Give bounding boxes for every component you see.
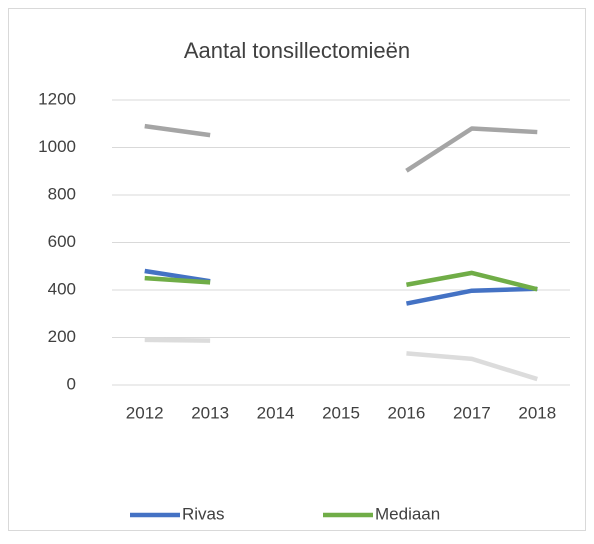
series-line [144,123,538,173]
y-tick-label: 200 [48,327,76,346]
y-tick-label: 1200 [38,89,76,108]
series-line [144,270,538,292]
x-tick-label: 2014 [257,403,295,422]
y-tick-label: 400 [48,279,76,298]
x-tick-label: 2016 [388,403,426,422]
x-tick-label: 2015 [322,403,360,422]
x-tick-label: 2012 [126,403,164,422]
y-tick-label: 600 [48,232,76,251]
x-tick-label: 2017 [453,403,491,422]
y-tick-label: 0 [67,374,76,393]
legend-label: Rivas [182,504,225,523]
chart-title: Aantal tonsillectomieën [184,38,410,63]
y-tick-label: 800 [48,184,76,203]
series-line [144,337,538,382]
legend-label: Mediaan [375,504,440,523]
x-tick-label: 2013 [191,403,229,422]
chart-border [8,8,586,531]
x-tick-label: 2018 [518,403,556,422]
y-tick-label: 1000 [38,137,76,156]
